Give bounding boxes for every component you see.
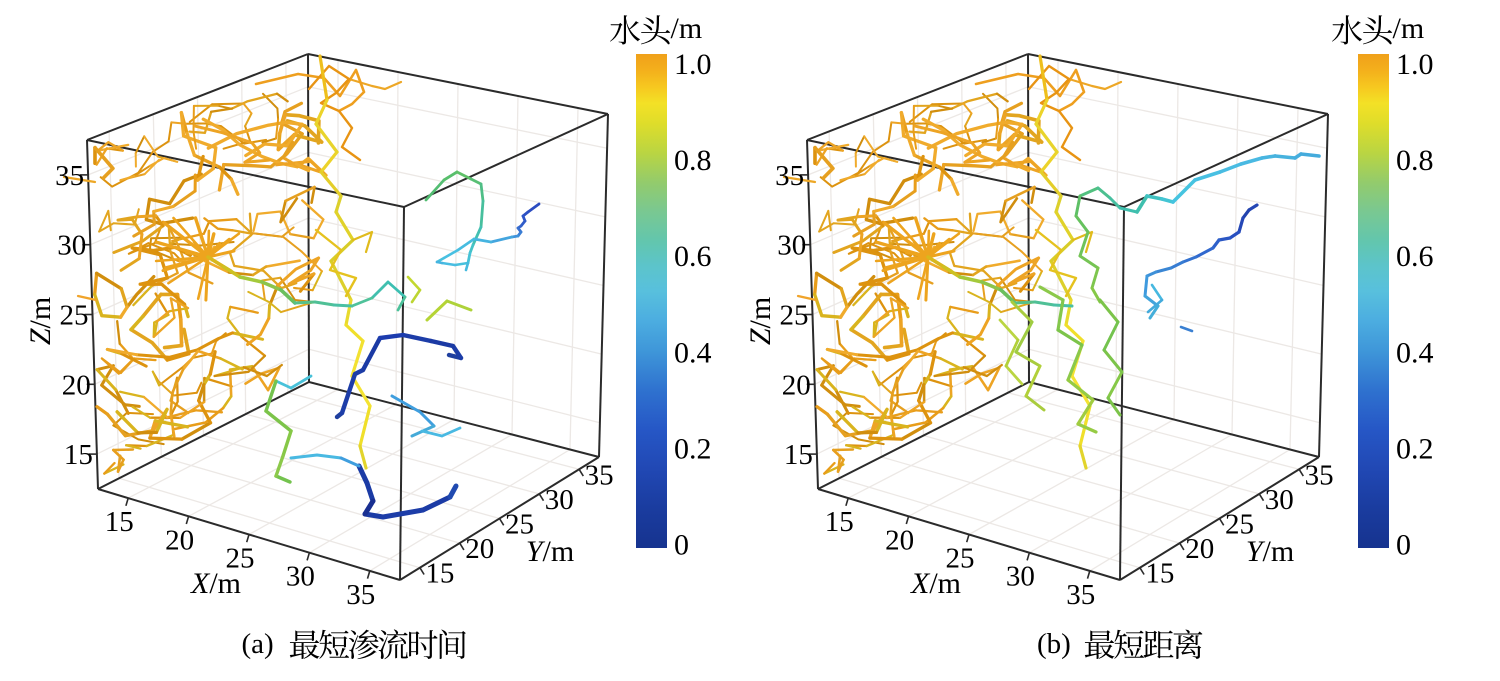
svg-text:0.2: 0.2 bbox=[674, 432, 712, 465]
svg-text:0.2: 0.2 bbox=[1396, 432, 1434, 465]
svg-text:0: 0 bbox=[674, 529, 689, 562]
svg-text:1.0: 1.0 bbox=[1396, 48, 1434, 81]
svg-text:30: 30 bbox=[545, 484, 574, 516]
svg-text:25: 25 bbox=[946, 543, 975, 575]
svg-text:15: 15 bbox=[825, 506, 854, 538]
svg-text:1.0: 1.0 bbox=[674, 48, 712, 81]
svg-text:20: 20 bbox=[465, 533, 494, 565]
svg-text:Y/m: Y/m bbox=[1246, 535, 1294, 568]
svg-text:(a): (a) bbox=[242, 628, 274, 660]
svg-text:/m: /m bbox=[1393, 12, 1425, 45]
svg-text:25: 25 bbox=[1225, 509, 1254, 541]
svg-text:25: 25 bbox=[780, 300, 809, 332]
svg-text:35: 35 bbox=[1066, 579, 1095, 611]
svg-text:20: 20 bbox=[62, 369, 91, 401]
svg-text:X/m: X/m bbox=[910, 567, 961, 600]
svg-text:15: 15 bbox=[105, 506, 134, 538]
svg-text:Z/m: Z/m bbox=[24, 297, 57, 345]
svg-text:30: 30 bbox=[777, 230, 806, 262]
svg-text:Z/m: Z/m bbox=[744, 297, 777, 345]
svg-text:20: 20 bbox=[165, 524, 194, 556]
svg-text:(b): (b) bbox=[1037, 628, 1071, 660]
svg-text:0.8: 0.8 bbox=[674, 144, 712, 177]
svg-text:0.8: 0.8 bbox=[1396, 144, 1434, 177]
svg-text:/m: /m bbox=[671, 12, 703, 45]
svg-text:30: 30 bbox=[286, 561, 315, 593]
svg-text:35: 35 bbox=[55, 160, 84, 192]
svg-text:25: 25 bbox=[60, 300, 89, 332]
svg-text:0.6: 0.6 bbox=[674, 240, 712, 273]
svg-text:35: 35 bbox=[775, 160, 804, 192]
svg-text:15: 15 bbox=[425, 558, 454, 590]
svg-text:25: 25 bbox=[505, 509, 534, 541]
svg-text:Y/m: Y/m bbox=[526, 535, 574, 568]
svg-text:20: 20 bbox=[885, 524, 914, 556]
svg-text:0.4: 0.4 bbox=[1396, 336, 1434, 369]
svg-text:30: 30 bbox=[1006, 561, 1035, 593]
svg-text:0: 0 bbox=[1396, 529, 1411, 562]
svg-text:0.6: 0.6 bbox=[1396, 240, 1434, 273]
svg-text:X/m: X/m bbox=[190, 567, 241, 600]
svg-text:35: 35 bbox=[585, 459, 614, 491]
svg-text:15: 15 bbox=[784, 439, 813, 471]
svg-text:15: 15 bbox=[1145, 558, 1174, 590]
svg-text:0.4: 0.4 bbox=[674, 336, 712, 369]
svg-text:15: 15 bbox=[64, 439, 93, 471]
svg-text:35: 35 bbox=[1305, 459, 1334, 491]
svg-text:25: 25 bbox=[226, 543, 255, 575]
svg-text:35: 35 bbox=[346, 579, 375, 611]
svg-text:30: 30 bbox=[57, 230, 86, 262]
svg-text:20: 20 bbox=[782, 369, 811, 401]
svg-text:30: 30 bbox=[1265, 484, 1294, 516]
svg-text:20: 20 bbox=[1185, 533, 1214, 565]
